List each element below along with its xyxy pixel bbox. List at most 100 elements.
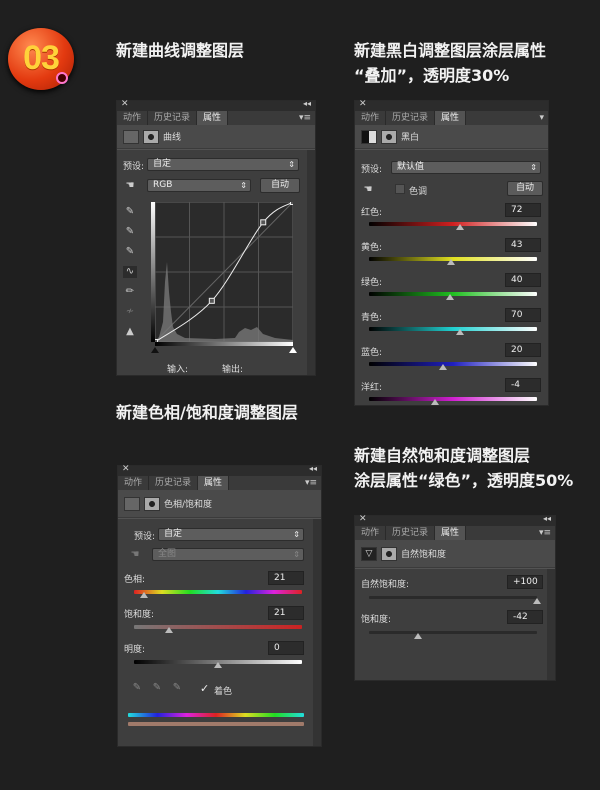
panel-menu-icon[interactable]: ▾≡ [298,113,311,123]
input-color-bar [128,713,304,717]
collapse-icon[interactable]: ◂◂ [302,99,311,108]
tab-properties[interactable]: 属性 [435,526,467,540]
tab-history[interactable]: 历史记录 [149,476,199,490]
preset-select[interactable]: 自定 [158,528,304,541]
bw-slider-track[interactable] [369,327,537,331]
scrollbar[interactable] [547,569,555,680]
saturation-track[interactable] [369,631,537,634]
bw-slider-input[interactable]: 43 [505,238,541,252]
mask-icon[interactable] [381,129,397,144]
add-eyedropper-icon[interactable]: ✎ [152,682,162,693]
tab-properties[interactable]: 属性 [435,111,467,125]
bw-slider-track[interactable] [369,222,537,226]
mask-icon[interactable] [144,496,160,511]
bw-slider-thumb[interactable] [438,364,447,370]
tab-actions[interactable]: 动作 [117,111,149,125]
black-point-slider[interactable] [151,347,159,353]
curve-control-point[interactable] [290,202,294,205]
black-eyedropper-icon[interactable]: ✎ [125,206,135,217]
preset-select[interactable]: 自定 [147,158,299,171]
curve-point-tool-icon[interactable]: ∿ [123,266,137,278]
bw-slider-input[interactable]: 70 [505,308,541,322]
bw-slider-input[interactable]: 40 [505,273,541,287]
hue-slider[interactable] [139,592,148,598]
channel-select[interactable]: RGB [147,179,251,192]
tab-properties[interactable]: 属性 [198,476,230,490]
tint-checkbox[interactable] [395,184,405,194]
lightness-slider[interactable] [214,662,222,668]
saturation-slider[interactable] [165,627,174,633]
gray-eyedropper-icon[interactable]: ✎ [125,226,135,237]
hue-input[interactable]: 21 [268,571,304,585]
bw-slider-input[interactable]: 72 [505,203,541,217]
vibrance-label: 自然饱和度: [361,580,410,590]
white-eyedropper-icon[interactable]: ✎ [125,246,135,257]
auto-button[interactable]: 自动 [507,181,543,196]
adjustment-name: 自然饱和度 [401,550,447,560]
colorize-checkbox[interactable]: ✓ [200,682,210,695]
bw-slider-thumb[interactable] [445,294,454,300]
panel-menu-icon[interactable]: ▾≡ [304,478,317,488]
vibrance-slider[interactable] [533,598,541,604]
bw-slider-thumb[interactable] [446,259,455,265]
bw-slider-input[interactable]: -4 [505,378,541,392]
curve-control-point[interactable] [155,339,158,343]
auto-button[interactable]: 自动 [260,178,300,193]
preset-select[interactable]: 默认值 [391,161,541,174]
bw-slider-thumb[interactable] [455,329,464,335]
bw-adjustment-icon [361,129,377,144]
hue-track[interactable] [134,590,302,594]
close-icon[interactable]: ✕ [122,464,130,474]
scrollbar[interactable] [307,150,315,375]
close-icon[interactable]: ✕ [359,514,367,524]
bw-slider-thumb[interactable] [456,224,465,230]
curve-control-point[interactable] [208,297,215,304]
curve-control-point[interactable] [260,219,267,226]
white-point-slider[interactable] [289,347,297,353]
target-adjust-icon[interactable]: ☚ [130,549,140,560]
bw-slider-track[interactable] [369,397,537,401]
bw-slider-thumb[interactable] [430,399,439,405]
saturation-track[interactable] [134,625,302,629]
bw-title-1: 新建黑白调整图层涂层属性 [354,41,547,60]
hue-title: 新建色相/饱和度调整图层 [116,403,298,422]
clipping-warning-icon[interactable]: ▲ [126,326,134,337]
panel-menu-icon[interactable]: ▾ [539,113,544,123]
panel-menu-icon[interactable]: ▾≡ [538,528,551,538]
smooth-icon[interactable]: ≁ [125,306,135,317]
saturation-input[interactable]: -42 [507,610,543,624]
vibrance-track[interactable] [369,596,537,599]
bw-slider-label: 红色: [361,208,383,218]
saturation-input[interactable]: 21 [268,606,304,620]
collapse-icon[interactable]: ◂◂ [308,464,317,473]
tab-history[interactable]: 历史记录 [386,111,436,125]
close-icon[interactable]: ✕ [359,99,367,109]
tab-actions[interactable]: 动作 [355,526,387,540]
scrollbar[interactable] [313,519,321,746]
target-adjust-icon[interactable]: ☚ [363,184,373,195]
tab-properties[interactable]: 属性 [197,111,229,125]
bw-slider-input[interactable]: 20 [505,343,541,357]
close-icon[interactable]: ✕ [121,99,129,109]
mask-icon[interactable] [143,129,159,144]
vibrance-input[interactable]: +100 [507,575,543,589]
curves-graph[interactable] [155,202,293,342]
lightness-input[interactable]: 0 [268,641,304,655]
collapse-icon[interactable]: ◂◂ [542,514,551,523]
mask-icon[interactable] [381,546,397,561]
input-label: 输入: [167,365,189,375]
subtract-eyedropper-icon[interactable]: ✎ [172,682,182,693]
curve-line [155,202,293,342]
curves-title: 新建曲线调整图层 [116,41,245,60]
bw-slider-track[interactable] [369,362,537,366]
tab-actions[interactable]: 动作 [355,111,387,125]
target-adjust-icon[interactable]: ☚ [125,180,135,191]
saturation-slider[interactable] [413,633,422,639]
tab-history[interactable]: 历史记录 [148,111,198,125]
range-select[interactable]: 全图 [152,548,304,561]
tab-actions[interactable]: 动作 [118,476,150,490]
adjustment-name: 色相/饱和度 [164,500,213,510]
eyedropper-icon[interactable]: ✎ [132,682,142,693]
pencil-icon[interactable]: ✏ [125,286,135,297]
tab-history[interactable]: 历史记录 [386,526,436,540]
